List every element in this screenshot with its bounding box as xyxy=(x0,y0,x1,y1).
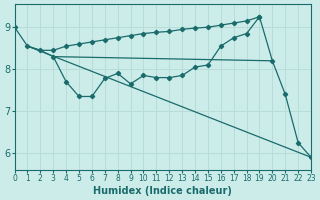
X-axis label: Humidex (Indice chaleur): Humidex (Indice chaleur) xyxy=(93,186,232,196)
